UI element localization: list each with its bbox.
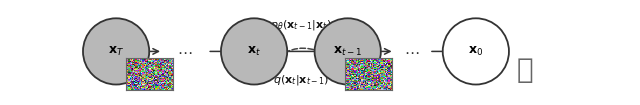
Text: $\mathbf{x}_t$: $\mathbf{x}_t$ [247,45,261,58]
Circle shape [443,18,509,85]
Text: $p_{\theta}(\mathbf{x}_{t-1}|\mathbf{x}_t)$: $p_{\theta}(\mathbf{x}_{t-1}|\mathbf{x}_… [270,18,332,32]
Circle shape [221,18,287,85]
Text: $\cdots$: $\cdots$ [404,44,419,59]
Text: $\mathbf{x}_0$: $\mathbf{x}_0$ [468,45,483,58]
Circle shape [315,18,381,85]
Text: $q(\mathbf{x}_t|\mathbf{x}_{t-1})$: $q(\mathbf{x}_t|\mathbf{x}_{t-1})$ [273,73,329,87]
Text: $\mathbf{x}_T$: $\mathbf{x}_T$ [108,45,124,58]
Circle shape [83,18,149,85]
FancyArrowPatch shape [280,48,328,56]
Text: $\cdots$: $\cdots$ [177,44,193,59]
Text: 福: 福 [517,57,533,84]
Text: $\mathbf{x}_{t-1}$: $\mathbf{x}_{t-1}$ [333,45,362,58]
